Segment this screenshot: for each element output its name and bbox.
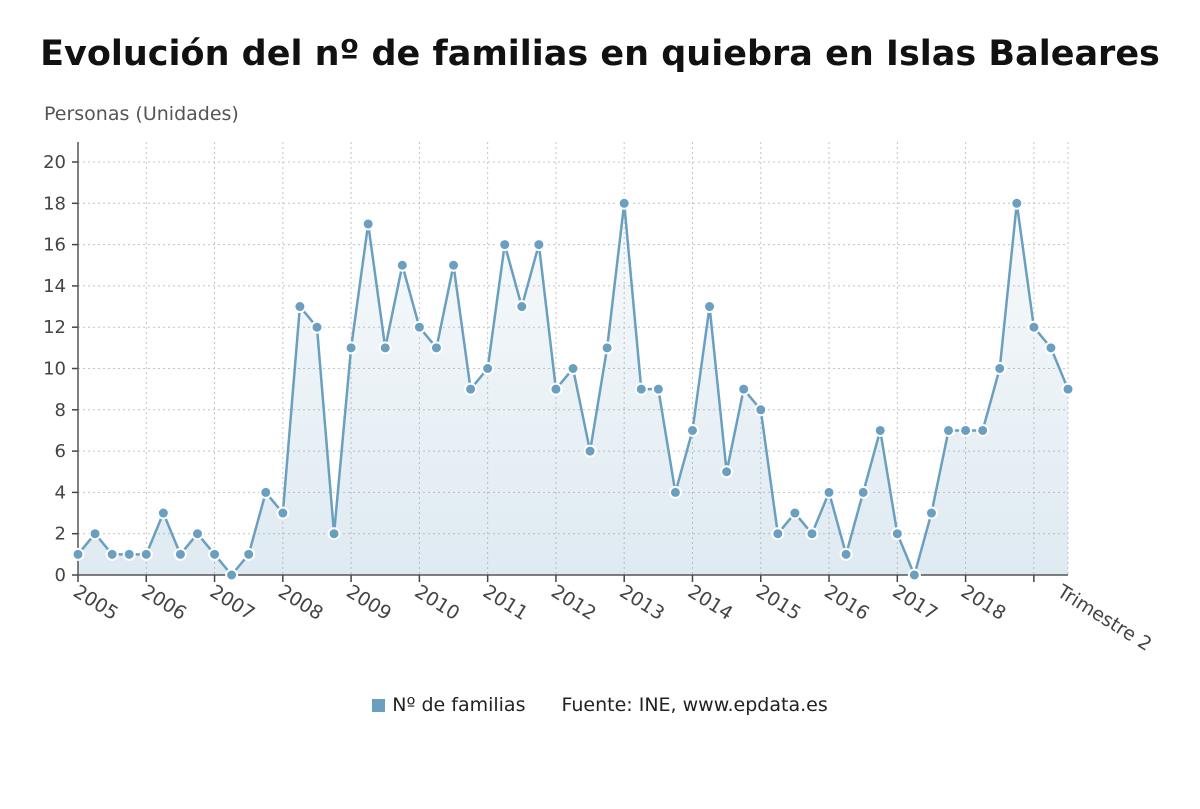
data-point xyxy=(225,568,239,582)
data-point xyxy=(259,485,273,499)
data-point xyxy=(429,341,443,355)
data-point xyxy=(173,547,187,561)
data-point xyxy=(617,196,631,210)
data-point xyxy=(907,568,921,582)
data-point xyxy=(685,423,699,437)
data-point xyxy=(720,465,734,479)
x-tick-labels: 2005 2006 2007 2008 2009 2010 2011 2012 2013 2014… xyxy=(69,580,1155,656)
data-point xyxy=(88,527,102,541)
x-tick-label: 2011 xyxy=(479,581,532,625)
data-point xyxy=(327,527,341,541)
data-point xyxy=(976,423,990,437)
data-point xyxy=(242,547,256,561)
data-point xyxy=(378,341,392,355)
data-point xyxy=(1010,196,1024,210)
x-tick-label: 2007 xyxy=(206,581,259,625)
y-tick-label: 10 xyxy=(43,359,66,380)
axes xyxy=(72,142,1068,582)
data-point xyxy=(532,238,546,252)
data-point xyxy=(856,485,870,499)
data-point xyxy=(105,547,119,561)
x-tick-label: 2017 xyxy=(889,581,942,625)
data-point xyxy=(208,547,222,561)
y-tick-label: 6 xyxy=(55,441,66,462)
data-point xyxy=(754,403,768,417)
x-tick-label: 2014 xyxy=(684,581,737,625)
data-point xyxy=(771,527,785,541)
data-point xyxy=(600,341,614,355)
data-point xyxy=(481,362,495,375)
data-point xyxy=(447,258,461,272)
source-note: Fuente: INE, www.epdata.es xyxy=(561,694,828,716)
y-tick-label: 20 xyxy=(43,152,66,173)
data-point xyxy=(1061,382,1075,396)
y-tick-label: 12 xyxy=(43,317,66,338)
data-point xyxy=(634,382,648,396)
data-point xyxy=(515,300,529,314)
data-point xyxy=(737,382,751,396)
data-point xyxy=(890,527,904,541)
data-point xyxy=(276,506,290,520)
x-tick-label: 2012 xyxy=(547,581,600,625)
x-tick-label: 2010 xyxy=(411,581,464,625)
area-fill xyxy=(78,203,1068,576)
x-tick-label: 2009 xyxy=(342,581,395,625)
x-tick-label: 2008 xyxy=(274,581,327,625)
data-point xyxy=(310,320,324,334)
data-point xyxy=(361,217,375,231)
y-tick-labels: 0 2 4 6 8 10 12 14 16 18 20 xyxy=(43,152,66,586)
data-point xyxy=(993,362,1007,375)
x-axis-label: Trimestre 2 xyxy=(1053,580,1156,656)
data-point xyxy=(498,238,512,252)
data-point xyxy=(788,506,802,520)
x-tick-label: 2018 xyxy=(957,581,1010,625)
y-tick-label: 0 xyxy=(55,565,66,586)
y-tick-label: 8 xyxy=(55,400,66,421)
data-point xyxy=(395,258,409,272)
data-points xyxy=(71,196,1075,582)
data-point xyxy=(344,341,358,355)
y-tick-label: 18 xyxy=(43,193,66,214)
legend: Nº de familias Fuente: INE, www.epdata.es xyxy=(0,694,1200,716)
data-point xyxy=(464,382,478,396)
data-point xyxy=(924,506,938,520)
x-tick-label: 2015 xyxy=(752,581,805,625)
data-point xyxy=(959,423,973,437)
data-point xyxy=(1027,320,1041,334)
y-axis-label: Personas (Unidades) xyxy=(44,103,239,125)
x-tick-label: 2005 xyxy=(69,581,122,625)
data-point xyxy=(549,382,563,396)
y-tick-label: 14 xyxy=(43,276,66,297)
chart-title: Evolución del nº de familias en quiebra … xyxy=(40,34,1160,74)
data-point xyxy=(822,485,836,499)
data-point xyxy=(839,547,853,561)
data-point xyxy=(412,320,426,334)
legend-label: Nº de familias xyxy=(392,694,526,716)
data-point xyxy=(703,300,717,314)
data-point xyxy=(942,423,956,437)
data-point xyxy=(668,485,682,499)
y-tick-label: 2 xyxy=(55,524,66,545)
data-point xyxy=(651,382,665,396)
data-point xyxy=(190,527,204,541)
data-point xyxy=(583,444,597,458)
x-tick-label: 2006 xyxy=(138,581,191,625)
x-tick-label: 2016 xyxy=(820,581,873,625)
x-tick-label: 2013 xyxy=(616,581,669,625)
data-point xyxy=(873,423,887,437)
data-point xyxy=(1044,341,1058,355)
data-point xyxy=(71,547,85,561)
data-point xyxy=(293,300,307,314)
y-tick-label: 16 xyxy=(43,235,66,256)
data-point xyxy=(122,547,136,561)
data-point xyxy=(566,362,580,375)
data-point xyxy=(805,527,819,541)
area-path xyxy=(78,203,1068,576)
legend-swatch xyxy=(372,699,386,712)
data-point xyxy=(139,547,153,561)
y-tick-label: 4 xyxy=(55,482,66,503)
data-point xyxy=(156,506,170,520)
